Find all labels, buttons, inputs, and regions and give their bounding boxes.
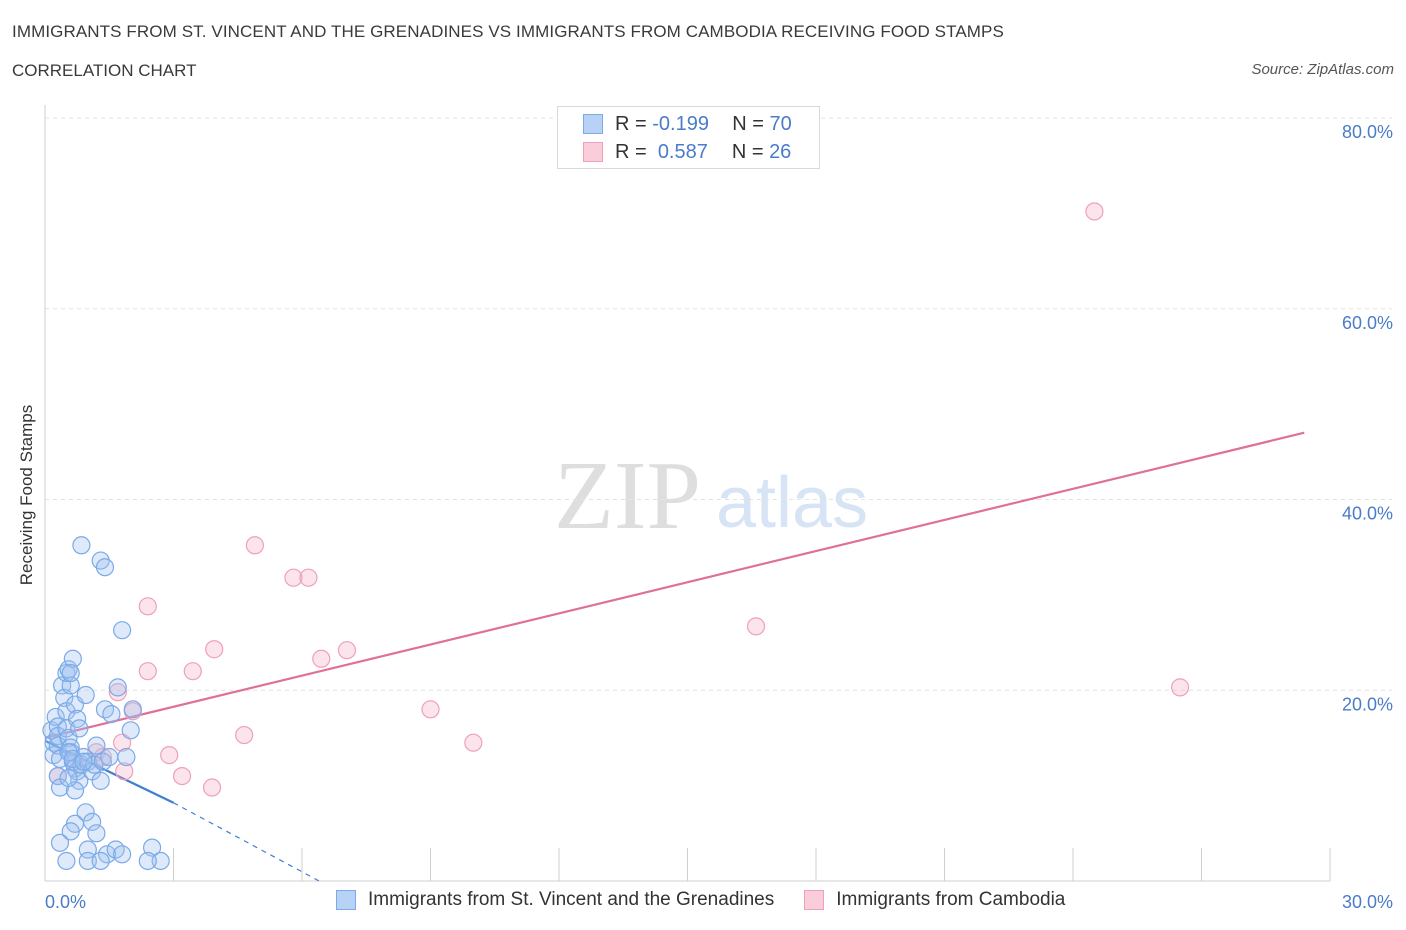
tick-labels: 20.0% 40.0% 60.0% 80.0% 0.0% 30.0% [45,122,1393,912]
watermark-atlas: atlas [716,463,869,543]
y-tick-label: 40.0% [1342,504,1393,524]
data-point-cambodia [202,778,222,797]
legend-n-label: N = [732,112,764,135]
data-point-st-vincent [87,736,106,755]
data-point-st-vincent [100,747,119,767]
grid-lines [45,117,1392,691]
series-legend-label-2: Immigrants from Cambodia [836,889,1066,910]
data-point-st-vincent [83,812,102,831]
y-tick-label: 20.0% [1342,694,1393,714]
data-point-st-vincent [151,851,170,871]
data-point-st-vincent [87,824,106,843]
data-point-st-vincent [123,700,142,719]
x-tick-label: 30.0% [1342,892,1393,912]
legend-r-value: -0.199 [652,112,709,135]
data-point-st-vincent [95,558,115,577]
data-point-st-vincent [70,719,89,738]
y-tick-label: 80.0% [1342,122,1393,142]
data-point-cambodia [464,733,483,752]
data-point-cambodia [205,640,224,659]
data-point-st-vincent [112,621,132,640]
data-points [42,202,1190,871]
legend-n-value: 26 [769,140,792,163]
data-point-cambodia [284,568,303,587]
data-point-st-vincent [50,833,70,852]
data-point-cambodia [183,662,202,681]
data-point-cambodia [160,746,179,765]
series-legend: Immigrants from St. Vincent and the Gren… [336,889,1095,911]
x-tick-label: 0.0% [45,892,86,912]
legend-swatch-series1 [583,114,603,134]
trend-lines [44,431,1305,882]
data-point-cambodia [1170,678,1190,697]
data-point-cambodia [172,766,192,786]
data-point-st-vincent [108,678,127,697]
legend-r-label: R = [615,140,647,163]
data-point-st-vincent [121,721,140,740]
series-legend-swatch-2 [804,890,825,910]
data-point-cambodia [235,725,254,745]
trend-line-series1-extension [173,802,320,882]
legend-row-series2: R = 0.587 N = 26 [583,139,791,165]
data-point-st-vincent [98,845,117,864]
data-point-st-vincent [91,851,110,871]
data-point-st-vincent [117,747,136,767]
legend-n-label: N = [731,140,764,163]
data-point-cambodia [115,762,134,781]
data-point-st-vincent [91,771,110,790]
data-point-st-vincent [138,851,157,871]
legend-row-series1: R = -0.199 N = 70 [583,111,792,137]
data-point-cambodia [112,733,132,752]
data-point-st-vincent [72,536,91,555]
data-point-cambodia [299,568,318,587]
data-point-st-vincent [61,663,80,683]
data-point-st-vincent [61,822,80,841]
data-point-st-vincent [112,845,132,864]
data-point-cambodia [421,700,440,719]
data-point-cambodia [108,683,127,702]
correlation-legend: R = -0.199 N = 70 R = 0.587 N = 26 [557,106,820,169]
legend-swatch-series2 [583,142,603,162]
data-point-cambodia [138,597,157,616]
data-point-cambodia [312,649,331,668]
trend-line-series2 [44,431,1305,740]
chart-subtitle: CORRELATION CHART [12,61,197,80]
source-label: Source: ZipAtlas.com [1251,61,1394,78]
data-point-cambodia [337,641,357,660]
data-point-st-vincent [59,768,78,788]
axes [44,105,1331,882]
watermark-zip: ZIP [554,442,701,550]
legend-n-value: 70 [769,112,792,135]
y-axis-label: Receiving Food Stamps [17,404,36,586]
data-point-st-vincent [78,851,97,871]
series-legend-item-2: Immigrants from Cambodia [804,889,1065,911]
series-legend-item-1: Immigrants from St. Vincent and the Gren… [336,889,774,911]
data-point-st-vincent [63,749,82,769]
trend-line-series1 [44,739,174,804]
data-point-st-vincent [74,752,93,771]
data-point-cambodia [138,662,157,681]
y-tick-label: 60.0% [1342,313,1393,333]
data-point-st-vincent [63,649,82,668]
data-point-st-vincent [76,685,95,705]
data-point-cambodia [1085,202,1104,221]
series-legend-label-1: Immigrants from St. Vincent and the Gren… [368,889,775,910]
data-point-cambodia [245,536,264,555]
chart-title: IMMIGRANTS FROM ST. VINCENT AND THE GREN… [12,22,1004,41]
data-point-st-vincent [57,851,76,871]
legend-r-value: 0.587 [657,140,708,163]
data-point-st-vincent [102,704,121,724]
data-point-st-vincent [76,803,95,822]
data-point-st-vincent [142,838,162,857]
series-legend-swatch-1 [336,890,356,910]
legend-r-label: R = [615,112,647,135]
data-point-cambodia [746,617,766,636]
